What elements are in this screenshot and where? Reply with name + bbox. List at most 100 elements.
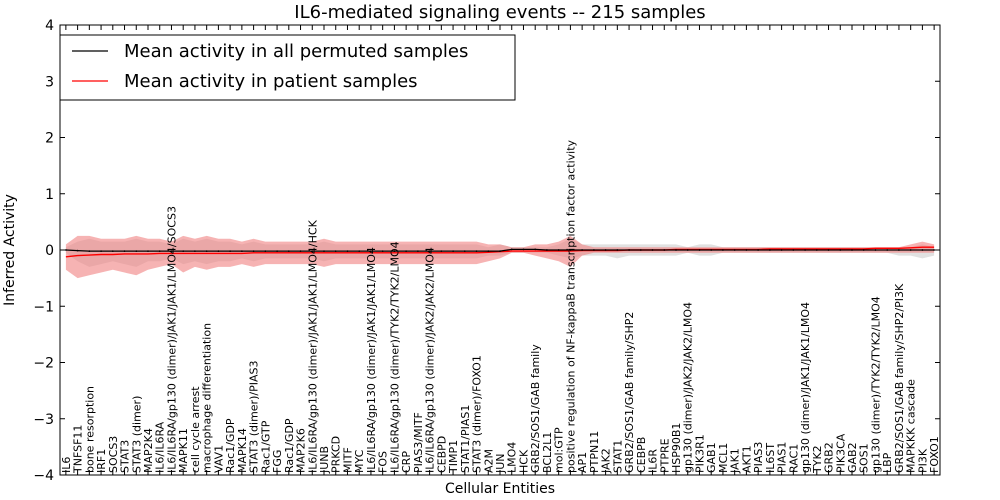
x-tick-label: STAT3 (dimer) [130, 396, 143, 473]
x-tick-label: MAP2K4 [142, 428, 155, 473]
series-point-permuted [264, 250, 267, 253]
series-point-permuted [147, 250, 149, 253]
series-point-permuted [499, 250, 501, 253]
x-tick-label: GRB2 [823, 442, 836, 473]
x-tick-label: Rac1/GDP [283, 418, 296, 473]
series-point-permuted [487, 250, 490, 253]
x-tick-label: cell cycle arrest [189, 386, 202, 473]
y-tick-label: 4 [45, 18, 54, 34]
x-tick-label: MAPK14 [236, 428, 249, 473]
x-tick-label: GAB1 [705, 442, 718, 473]
x-tick-label: MAP2K6 [295, 428, 308, 473]
y-axis-label: Inferred Activity [2, 194, 18, 306]
x-tick-label: macrophage differentiation [201, 323, 214, 473]
y-tick-label: −1 [33, 299, 54, 315]
series-point-permuted [276, 250, 278, 253]
x-tick-label: Rac1/GDP [224, 418, 237, 473]
x-tick-label: STAT3 (dimer)/FOXO1 [471, 355, 484, 473]
x-tick-label: CRP [400, 451, 413, 473]
series-point-permuted [757, 249, 759, 251]
x-tick-label: AKT1 [740, 445, 753, 473]
x-tick-label: MAPK11 [177, 428, 190, 473]
legend-label-permuted: Mean activity in all permuted samples [124, 41, 468, 62]
x-tick-label: IL6 [60, 457, 73, 473]
x-tick-label: PIAS3 [752, 442, 765, 473]
series-point-permuted [100, 250, 102, 253]
x-tick-label: PIAS3/MITF [412, 412, 425, 473]
series-point-permuted [123, 250, 126, 253]
x-tick-label: STAT3 (dimer)/PIAS3 [248, 361, 261, 473]
series-point-permuted [581, 249, 583, 251]
series-point-permuted [463, 250, 466, 253]
series-point-permuted [440, 250, 443, 253]
x-tick-label: GRB2/SOS1/GAB family/SHP2 [623, 312, 636, 473]
series-point-permuted [65, 249, 67, 251]
x-tick-label: PIK3R1 [694, 434, 707, 473]
x-tick-label: MITF [342, 447, 355, 473]
series-point-permuted [593, 249, 595, 251]
x-tick-label: TNFSF11 [72, 425, 85, 474]
x-tick-label: RAC1 [787, 444, 800, 473]
series-point-permuted [933, 249, 935, 251]
x-tick-label: gp130 (dimer)/JAK2/JAK2/LMO4 [682, 302, 695, 473]
series-point-permuted [710, 249, 713, 251]
series-point-permuted [381, 250, 384, 253]
x-tick-label: JUNB [318, 446, 331, 474]
series-point-permuted [346, 250, 349, 253]
x-tick-label: TIMP1 [447, 440, 460, 474]
series-point-permuted [311, 250, 314, 253]
series-point-permuted [135, 250, 138, 253]
x-tick-label: TYK2 [811, 445, 824, 474]
x-tick-label: CEBPD [435, 436, 448, 473]
y-tick-label: 3 [45, 74, 54, 90]
series-point-permuted [182, 250, 185, 253]
x-tick-label: SOS1 [858, 443, 871, 473]
x-tick-label: CEBPB [635, 437, 648, 473]
x-tick-label: AP1 [576, 452, 589, 473]
series-point-permuted [252, 250, 255, 253]
series-point-permuted [428, 250, 431, 253]
x-tick-label: PIAS1 [776, 442, 789, 473]
series-point-permuted [827, 249, 830, 251]
x-tick-label: MAPKKK cascade [905, 379, 918, 473]
series-point-permuted [722, 249, 724, 251]
series-point-permuted [639, 249, 642, 251]
series-point-permuted [616, 249, 619, 251]
series-point-permuted [510, 248, 513, 251]
series-point-permuted [569, 249, 572, 251]
series-point-permuted [651, 249, 654, 251]
x-tick-label: gp130 (dimer)/JAK1/JAK1/LMO4 [799, 302, 812, 473]
x-tick-label: LMO4 [506, 442, 519, 473]
x-tick-label: SOCS3 [107, 436, 120, 473]
legend-box [59, 34, 516, 101]
series-point-permuted [862, 249, 865, 251]
x-tick-label: VAV1 [212, 445, 225, 473]
series-point-permuted [205, 250, 208, 253]
x-tick-label: IL6R [647, 449, 660, 473]
series-point-permuted [604, 249, 607, 251]
x-tick-label: FOS [377, 451, 390, 473]
series-point-permuted [393, 250, 396, 253]
series-point-permuted [370, 250, 372, 253]
x-tick-label: GRB2/SOS1/GAB family/SHP2/PI3K [893, 283, 906, 473]
x-tick-label: IL6/IL6RA/gp130 (dimer)/TYK2/TYK2/LMO4 [388, 241, 401, 473]
x-tick-label: PTPN11 [588, 431, 601, 473]
series-point-permuted [475, 250, 478, 253]
series-point-permuted [839, 249, 842, 251]
series-point-permuted [229, 250, 232, 253]
series-point-permuted [686, 249, 689, 251]
x-tick-label: Rac1/GTP [259, 420, 272, 473]
series-point-permuted [534, 248, 537, 251]
series-point-permuted [921, 249, 924, 251]
x-tick-label: MCL1 [717, 443, 730, 473]
series-point-permuted [663, 249, 666, 251]
series-point-permuted [111, 250, 114, 253]
series-point-permuted [170, 250, 173, 253]
series-point-permuted [452, 250, 454, 253]
series-point-permuted [405, 250, 407, 253]
x-tick-label: PIK3CA [834, 433, 847, 473]
y-tick-label: 1 [45, 187, 54, 203]
x-tick-label: IL6/IL6RA/gp130 (dimer)/JAK1/JAK1/LMO4/H… [306, 219, 319, 473]
series-point-permuted [886, 249, 889, 251]
